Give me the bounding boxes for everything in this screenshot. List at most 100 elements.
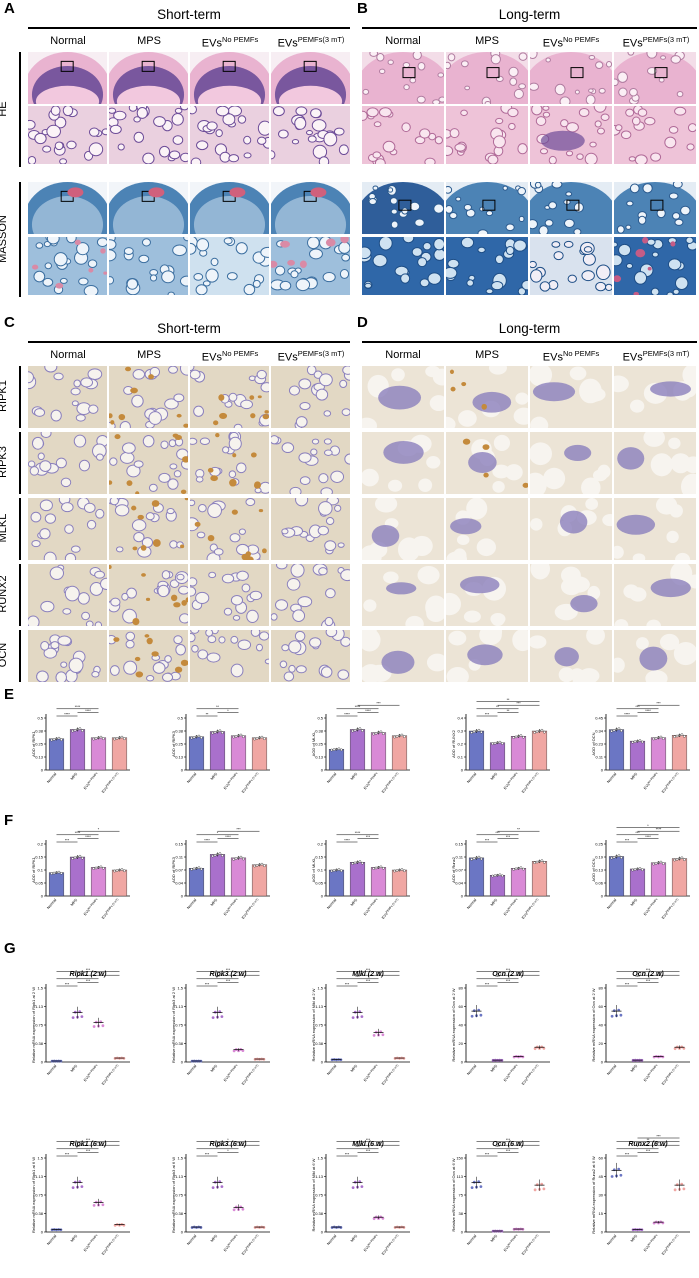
he-detail-long-0	[362, 106, 444, 164]
y-tick-label: 150	[456, 1156, 463, 1161]
y-tick-label: 20	[459, 1041, 464, 1046]
data-point-evspemfsmt	[533, 1047, 537, 1051]
y-tick-label: 0	[321, 1230, 324, 1235]
x-tick-label: EVsPEMFs (3 mT)	[380, 1063, 400, 1086]
sig-label: ***	[355, 1145, 360, 1149]
masson-overview-short-3	[271, 182, 350, 234]
data-point	[73, 856, 77, 860]
chart-6: 0 0.05 0.1 0.15 0.2 AOD of RIPK1 Normal MPSEVsN…	[31, 828, 130, 920]
col-header-c-normal: Normal	[50, 349, 86, 361]
ihc-short-r4-c0	[28, 630, 107, 682]
data-point	[221, 854, 224, 857]
data-point	[102, 737, 105, 741]
masson-overview-short-0	[28, 182, 107, 234]
y-tick-label: 0	[601, 1060, 604, 1065]
x-tick-label: MPS	[350, 772, 359, 781]
data-point	[477, 855, 481, 859]
panel-d-rule	[362, 341, 697, 343]
data-point	[533, 731, 536, 734]
y-tick-label: 38	[459, 1211, 464, 1216]
masson-detail-long-3	[614, 237, 696, 295]
ihc-long-r1-c3	[614, 432, 696, 494]
data-point-normal	[612, 1009, 616, 1013]
masson-overview-short-1	[109, 182, 188, 234]
sig-label: ***	[226, 979, 231, 983]
chart-4-ylabel: AOD of RUNX2	[451, 729, 456, 758]
row-rule-runx2	[19, 564, 21, 626]
data-point	[92, 867, 95, 870]
data-point	[659, 860, 663, 864]
y-tick-label: 0.5	[177, 716, 183, 721]
he-overview-short-2	[190, 52, 269, 104]
data-point-evsnopemfs	[239, 1205, 243, 1209]
data-point	[519, 734, 523, 737]
bar-evspemfsmt	[671, 735, 688, 771]
sig-label: ***	[366, 968, 371, 972]
col-header-b-normal: Normal	[385, 35, 421, 47]
sig-label: ***	[355, 975, 360, 979]
x-tick-label: MPS	[630, 772, 639, 781]
x-tick-label: Normal	[326, 1234, 337, 1246]
data-point	[361, 729, 364, 732]
data-point-normal	[470, 1014, 474, 1018]
sig-label: ***	[86, 979, 91, 983]
col-header-b-evs-pemf: EVsPEMFs(3 mT)	[622, 35, 690, 50]
data-point	[662, 862, 665, 866]
chart-13-ylabel: Relative mRNA expression of Mlkl at 2 W	[311, 988, 316, 1061]
y-tick-label: 0.07	[455, 868, 464, 873]
sig-label: **	[496, 705, 499, 709]
he-detail-long-1	[446, 106, 528, 164]
x-tick-label: EVsPEMFs (3 mT)	[240, 897, 260, 920]
x-tick-label: EVsPEMFs (3 mT)	[100, 1233, 120, 1256]
y-tick-label: 0.13	[595, 868, 604, 873]
y-tick-label: 0	[181, 1060, 184, 1065]
data-point	[493, 741, 497, 745]
y-tick-label: 1.5	[177, 1156, 183, 1161]
col-header-a-normal: Normal	[50, 35, 86, 47]
x-tick-label: MPS	[70, 898, 79, 907]
data-point-evspemfsmt	[262, 1226, 266, 1229]
bar-evspemfsmt	[671, 858, 688, 897]
chart-8-ylabel: AOD of MLKL	[311, 857, 316, 882]
x-tick-label: EVsPEMFs (3 mT)	[520, 1233, 540, 1256]
data-point	[200, 736, 203, 740]
sig-label: *	[637, 1145, 639, 1149]
sig-label: ****	[656, 828, 662, 832]
col-header-a-evs-pemf: EVsPEMFs(3 mT)	[277, 35, 345, 50]
ihc-long-r2-c2	[530, 498, 612, 560]
data-point-evsnopemfs	[232, 1049, 236, 1053]
data-point	[393, 735, 396, 739]
x-tick-label: Normal	[466, 898, 477, 910]
sig-label: ***	[366, 1138, 371, 1142]
y-tick-label: 0	[41, 1230, 44, 1235]
ihc-long-r3-c3	[614, 564, 696, 626]
data-point	[662, 737, 665, 740]
data-point	[60, 872, 63, 875]
data-point-evspemfsmt	[682, 1046, 686, 1050]
data-point	[102, 866, 105, 870]
data-point	[120, 735, 124, 739]
bar-evsnopemfs	[230, 735, 247, 771]
data-point	[211, 731, 214, 735]
data-point-normal	[339, 1226, 343, 1229]
sig-label: ****	[624, 712, 630, 716]
chart-2-ylabel: AOD of RIPK3	[171, 730, 176, 757]
chart-5-ylabel: AOD of OCN	[591, 732, 596, 755]
data-point-evsnopemfs	[372, 1033, 376, 1037]
data-point	[673, 858, 676, 862]
bar-evspemfsmt	[251, 864, 268, 897]
x-tick-label: EVsPEMFs (3 mT)	[520, 1063, 540, 1086]
bar-evsnopemfs	[90, 737, 107, 771]
y-tick-label: 0.5	[37, 716, 43, 721]
data-point	[683, 735, 686, 738]
he-detail-short-0	[28, 106, 107, 164]
y-tick-label: 0.75	[175, 1023, 184, 1028]
sig-label: ***	[506, 1149, 511, 1153]
data-point	[263, 737, 266, 741]
data-point	[514, 735, 518, 739]
ihc-long-r4-c0	[362, 630, 444, 682]
y-tick-label: 0.06	[595, 881, 604, 886]
